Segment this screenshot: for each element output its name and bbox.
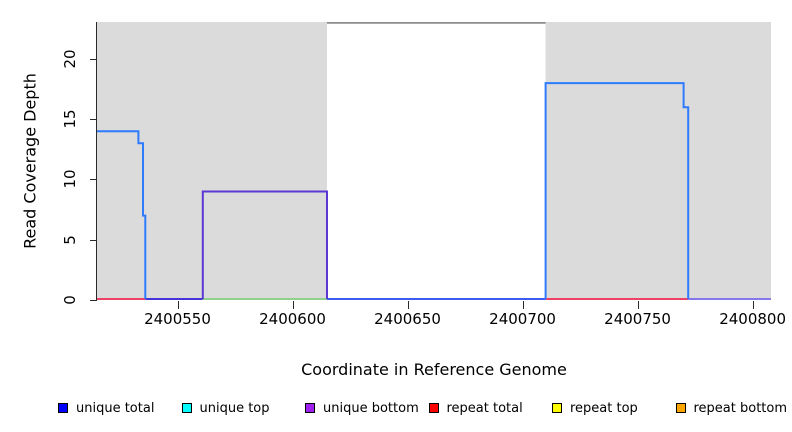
legend-item-unique-bottom: unique bottom [305,400,419,416]
y-tick [90,179,97,181]
x-tick-label: 2400600 [259,310,326,328]
x-tick-label: 2400800 [719,310,786,328]
x-tick [522,301,524,309]
plot-area [97,22,771,300]
y-tick [90,58,97,60]
unique-coverage-left [97,130,147,299]
legend-item-repeat-bottom: repeat bottom [675,400,788,416]
x-tick-label: 2400700 [489,310,556,328]
legend-label: repeat top [570,400,638,416]
shaded-region-left [97,22,328,300]
x-tick-label: 2400550 [144,310,211,328]
unique-coverage-right [544,82,690,299]
y-tick-label: 5 [61,234,79,245]
x-tick [637,301,639,309]
plot-canvas [97,22,771,300]
unshaded-region-middle [327,22,546,300]
legend-label: unique bottom [323,400,419,416]
y-tick [90,300,97,301]
legend-swatch-icon [428,403,439,413]
legend-swatch-icon [305,403,315,413]
legend-swatch-icon [181,403,192,413]
unique-bottom-coverage-box [201,190,328,299]
y-tick-label: 15 [61,109,79,129]
legend-item-unique-total: unique total [58,400,154,416]
legend-label: unique top [199,400,270,416]
shaded-region-right [545,22,771,300]
legend-swatch-icon [58,403,68,413]
legend-item-repeat-total: repeat total [428,400,523,416]
y-tick-label: 0 [61,295,79,305]
x-tick [752,301,754,309]
legend-swatch-icon [675,403,686,413]
legend-item-repeat-top: repeat top [552,400,638,416]
y-axis-line [96,22,97,301]
x-tick [292,301,294,309]
y-tick-label: 10 [61,169,79,190]
legend-swatch-icon [552,403,562,413]
x-tick [407,301,409,309]
x-tick [177,301,179,309]
legend-label: repeat total [446,400,523,416]
legend-item-unique-top: unique top [181,400,270,416]
x-axis-title: Coordinate in Reference Genome [301,360,567,379]
legend-label: unique total [76,400,155,416]
y-axis-title: Read Coverage Depth [20,73,40,249]
y-tick-label: 20 [61,49,79,69]
x-tick-label: 2400650 [374,310,441,328]
y-tick [90,239,97,241]
y-tick [90,119,97,121]
legend-label: repeat bottom [693,400,788,416]
x-tick-label: 2400750 [604,310,671,328]
